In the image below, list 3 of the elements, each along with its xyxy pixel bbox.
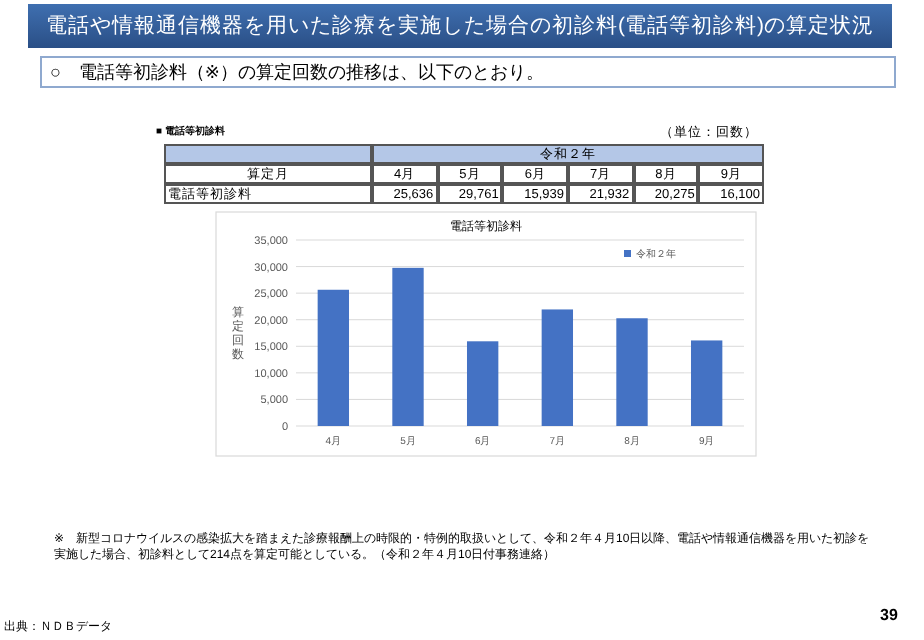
- chart-subtitle: ○ 電話等初診料（※）の算定回数の推移は、以下のとおり。: [40, 56, 896, 88]
- text: 39: [880, 606, 898, 624]
- chart-title: 電話や情報通信機器を用いた診療を実施した場合の初診料(電話等初診料)の算定状況: [28, 4, 892, 48]
